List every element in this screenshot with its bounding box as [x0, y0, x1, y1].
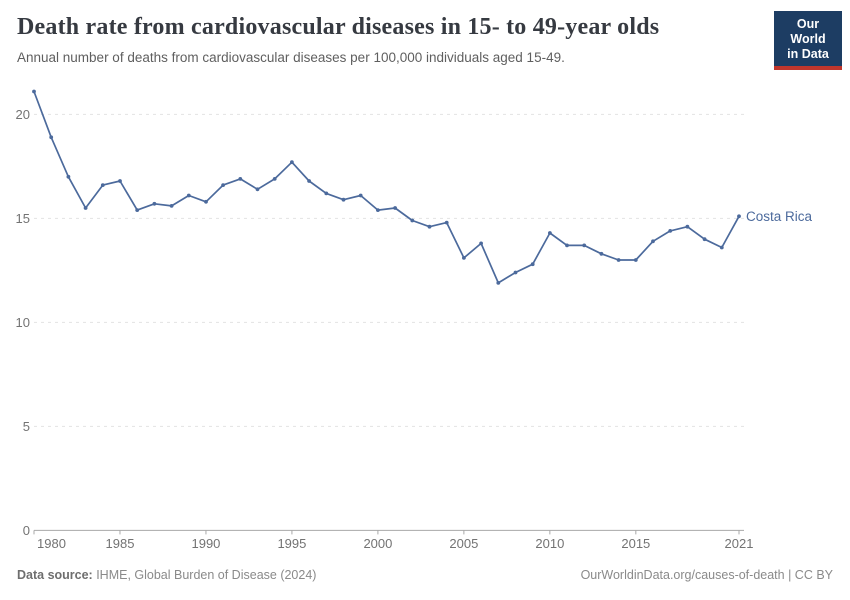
data-point-1986 [135, 208, 140, 213]
y-tick-label-20: 20 [16, 107, 30, 122]
series-line-costa-rica [33, 91, 740, 284]
data-point-1998 [341, 197, 346, 202]
data-point-1988 [169, 204, 174, 208]
data-point-1999 [358, 193, 363, 198]
data-point-2004 [444, 220, 449, 225]
data-point-2012 [582, 243, 587, 248]
owid-logo: Our World in Data [774, 11, 842, 71]
data-point-2016 [651, 239, 655, 244]
data-point-2009 [530, 262, 535, 267]
data-point-2011 [565, 243, 569, 248]
data-point-2014 [616, 258, 621, 262]
data-point-1980 [32, 89, 36, 94]
data-point-2019 [702, 237, 707, 242]
data-point-2000 [376, 208, 380, 213]
data-point-1990 [204, 199, 208, 204]
y-tick-label-15: 15 [16, 211, 30, 226]
data-point-2015 [633, 258, 638, 262]
x-tick-label-2005: 2005 [449, 536, 478, 551]
data-point-1995 [290, 160, 294, 165]
data-point-2020 [719, 245, 724, 250]
data-point-2006 [479, 241, 483, 246]
page-title: Death rate from cardiovascular diseases … [17, 14, 660, 40]
data-point-1996 [307, 179, 311, 183]
data-point-2001 [393, 206, 397, 210]
data-point-1981 [49, 135, 54, 140]
x-tick-label-1995: 1995 [277, 536, 306, 551]
data-point-2018 [685, 224, 690, 229]
data-point-1987 [152, 201, 157, 206]
x-tick-label-2021: 2021 [725, 536, 754, 551]
chart-subtitle: Annual number of deaths from cardiovascu… [17, 50, 565, 65]
data-point-2003 [427, 224, 432, 229]
data-point-1985 [118, 179, 122, 183]
data-point-1997 [324, 191, 329, 196]
owid-logo-text-line1: Our World [790, 17, 826, 46]
data-point-2007 [496, 281, 501, 285]
data-point-2013 [599, 251, 604, 256]
data-point-1994 [272, 177, 277, 181]
x-tick-label-1990: 1990 [191, 536, 220, 551]
data-point-2002 [410, 218, 415, 223]
y-tick-label-0: 0 [23, 523, 30, 538]
data-source-label: Data source: [17, 568, 93, 582]
x-tick-label-2010: 2010 [535, 536, 564, 551]
data-point-1983 [83, 206, 88, 210]
data-point-2017 [668, 229, 673, 233]
data-point-1993 [255, 187, 260, 192]
data-point-2008 [513, 270, 518, 275]
owid-url-license-link[interactable]: OurWorldinData.org/causes-of-death | CC … [580, 568, 833, 582]
data-point-1984 [100, 183, 105, 188]
x-tick-label-2000: 2000 [363, 536, 392, 551]
y-tick-label-10: 10 [16, 315, 30, 330]
x-tick-label-1980: 1980 [37, 536, 66, 551]
owid-logo-text-line2: in Data [787, 46, 829, 61]
chart-footer: Data source: IHME, Global Burden of Dise… [17, 568, 833, 588]
data-point-1991 [221, 183, 226, 188]
data-point-1992 [238, 177, 243, 181]
x-tick-label-1985: 1985 [106, 536, 135, 551]
data-point-2021 [737, 214, 741, 219]
y-tick-label-5: 5 [23, 419, 30, 434]
x-tick-label-2015: 2015 [621, 536, 650, 551]
data-point-2005 [462, 256, 466, 260]
data-source-text: IHME, Global Burden of Disease (2024) [92, 568, 317, 582]
series-label-costa-rica[interactable]: Costa Rica [746, 209, 813, 224]
data-point-2010 [548, 231, 552, 235]
data-point-1989 [186, 193, 191, 198]
data-point-1982 [66, 174, 71, 179]
data-source-note: Data source: IHME, Global Burden of Dise… [17, 568, 316, 582]
